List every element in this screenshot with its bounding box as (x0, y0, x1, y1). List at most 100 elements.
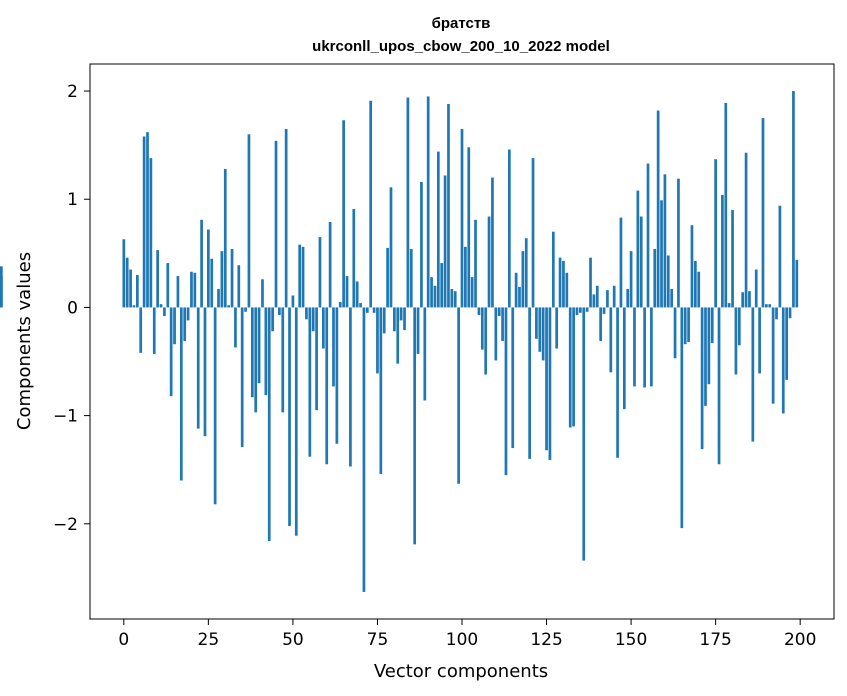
bar-158 (656, 110, 660, 308)
bar-159 (660, 200, 663, 308)
bar-75 (376, 307, 379, 374)
bars-group (0, 91, 799, 592)
x-tick-label: 175 (699, 630, 731, 650)
bar-129 (558, 257, 562, 308)
bar-142 (602, 307, 606, 314)
bar-19 (186, 307, 190, 321)
bar-166 (683, 307, 687, 345)
bar-38 (250, 307, 254, 398)
bar-8 (149, 158, 153, 308)
y-tick-label: −1 (53, 407, 78, 427)
bar-43 (267, 307, 271, 542)
bar-123 (538, 307, 542, 352)
bar-31 (227, 305, 231, 308)
bar-184 (744, 152, 748, 308)
bar-9 (152, 307, 156, 354)
bar-185 (748, 291, 751, 308)
bar-131 (565, 272, 569, 308)
bar-64 (338, 302, 342, 308)
x-tick-label: 125 (530, 630, 562, 650)
bar-76 (379, 307, 383, 475)
bar-125 (545, 307, 548, 451)
bar-165 (680, 307, 684, 529)
bar-197 (788, 307, 792, 319)
bar-87 (416, 307, 420, 354)
bar-58 (318, 237, 322, 308)
bar-69 (355, 281, 359, 308)
bar-0 (122, 239, 126, 308)
bar-71 (362, 307, 366, 592)
bar-128 (555, 307, 559, 349)
bar-149 (626, 289, 630, 308)
bar-112 (501, 307, 504, 341)
bar-83 (403, 307, 406, 331)
bar-53 (301, 246, 305, 308)
bar-171 (700, 307, 704, 450)
x-tick-label: 50 (282, 630, 304, 650)
bar-34 (237, 265, 241, 308)
bar-10 (156, 250, 159, 308)
bar-148 (622, 307, 626, 410)
bar-86 (413, 307, 417, 545)
bar-150 (629, 251, 633, 308)
chart-subtitle: ukrconll_upos_cbow_200_10_2022 model (312, 38, 610, 55)
bar-35 (240, 307, 244, 447)
bar-167 (687, 307, 690, 343)
bar-40 (257, 307, 261, 384)
bar-144 (609, 307, 613, 373)
bar-122 (535, 307, 538, 339)
bar-51 (294, 307, 298, 536)
bar-47 (281, 307, 285, 413)
bar-196 (785, 307, 789, 380)
bar-174 (710, 307, 714, 344)
bar-153 (639, 216, 643, 308)
bar-120 (528, 307, 531, 459)
bar-195 (781, 307, 785, 414)
bar-182 (737, 307, 741, 346)
bar-105 (477, 307, 481, 315)
bar-90 (426, 96, 430, 308)
bar-99 (457, 307, 460, 484)
bar-157 (653, 249, 657, 308)
x-tick-label: 75 (367, 630, 389, 650)
bar-70 (359, 303, 362, 308)
bar-156 (650, 307, 653, 387)
bar-66 (345, 276, 349, 308)
bar-84 (406, 97, 410, 308)
bar-160 (663, 174, 667, 308)
chart-title: братств (432, 15, 491, 32)
bar-133 (572, 307, 575, 427)
bar-11 (159, 304, 163, 308)
bar-130 (562, 260, 565, 308)
bar-4 (135, 274, 139, 308)
bar-95 (443, 175, 447, 308)
bar-103 (470, 277, 474, 308)
bar-186 (751, 307, 755, 442)
bar-192 (771, 307, 775, 404)
x-tick-label: 25 (198, 630, 220, 650)
bar-97 (450, 289, 454, 308)
bar-29 (220, 251, 224, 308)
bar-26 (210, 258, 214, 308)
bar-151 (633, 307, 636, 387)
bar-109 (491, 177, 494, 308)
bar-52 (298, 244, 302, 308)
bar-116 (514, 272, 518, 308)
bar-100 (460, 128, 464, 308)
bar-96 (447, 104, 450, 308)
bar-89 (423, 307, 427, 401)
bar-82 (399, 307, 403, 321)
bar-113 (504, 307, 508, 476)
bar-18 (183, 307, 187, 341)
bar-170 (697, 271, 701, 308)
x-tick-label: 0 (118, 630, 129, 650)
bar-175 (714, 159, 717, 308)
bar-37 (247, 134, 251, 308)
bar-124 (541, 307, 545, 361)
bar-30 (223, 168, 227, 308)
bar-44 (271, 307, 274, 332)
bar-104 (474, 219, 477, 308)
bar-79 (389, 187, 393, 308)
bar-16 (176, 276, 180, 308)
